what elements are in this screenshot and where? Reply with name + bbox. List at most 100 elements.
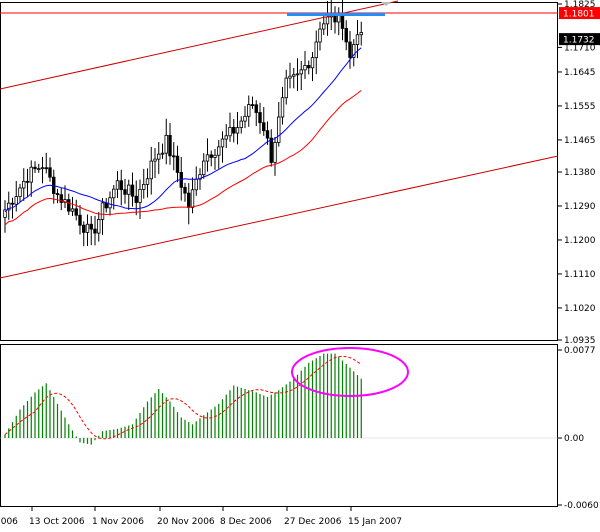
candle-body — [70, 208, 75, 212]
oscillator-tick-label: 0.0077 — [564, 346, 596, 356]
candle-body — [348, 41, 352, 58]
oscillator-tick-label: -0.00601 — [564, 501, 600, 511]
triangle-marker-icon — [381, 2, 391, 6]
price-tick-label: 1.1380 — [564, 168, 596, 178]
candle-body — [235, 127, 240, 134]
candle-body — [37, 168, 41, 171]
price-tick-label: 1.1200 — [564, 236, 596, 246]
candle-body — [198, 174, 202, 180]
candle-body — [22, 180, 26, 189]
candle-body — [18, 187, 22, 198]
price-tick-label: 1.1290 — [564, 202, 596, 212]
price-tick-label: 1.1020 — [564, 304, 596, 314]
candle-body — [224, 135, 228, 140]
candle-body — [108, 197, 112, 209]
candle-body — [175, 155, 180, 173]
candle-body — [190, 189, 195, 208]
candle-body — [183, 186, 187, 194]
candle-body — [318, 28, 322, 43]
candle-body — [130, 184, 135, 197]
candle-body — [250, 104, 255, 106]
candle-body — [202, 160, 206, 176]
candle-body — [232, 126, 236, 134]
price-tick-label: 1.1110 — [564, 270, 596, 280]
candle-body — [115, 180, 120, 190]
candle-body — [100, 202, 105, 220]
candle-body — [7, 202, 11, 211]
candle-body — [123, 189, 127, 195]
candle-body — [344, 28, 348, 43]
candle-body — [55, 193, 60, 196]
price-tick-label: 1.1710 — [564, 43, 596, 53]
candle-body — [284, 77, 288, 99]
candle-body — [314, 41, 318, 59]
candle-body — [59, 194, 63, 203]
price-pane-frame — [0, 2, 558, 341]
candle-body — [303, 65, 307, 71]
candle-body — [85, 223, 90, 233]
candle-body — [355, 34, 360, 45]
candles — [3, 0, 363, 247]
candle-body — [40, 167, 45, 170]
candle-body — [228, 126, 232, 137]
candle-body — [153, 158, 157, 162]
candle-body — [145, 178, 150, 185]
time-tick-label: 8 Dec 2006 — [220, 517, 272, 527]
candle-body — [142, 183, 146, 190]
oscillator-pane — [0, 344, 558, 507]
price-tick-label: 1.1555 — [564, 102, 596, 112]
candle-body — [247, 104, 251, 117]
candle-body — [292, 74, 296, 77]
candle-body — [239, 120, 243, 129]
candle-body — [273, 142, 277, 163]
candle-body — [3, 209, 7, 218]
candle-body — [280, 97, 285, 118]
candle-body — [149, 160, 153, 180]
histogram-bars — [4, 353, 362, 445]
candle-body — [325, 16, 330, 25]
oscillator-tick-label: 0.00 — [564, 434, 584, 444]
candle-body — [209, 154, 213, 158]
candle-body — [138, 189, 142, 203]
price-tick-label: 1.1465 — [564, 136, 596, 146]
candle-body — [262, 122, 266, 132]
candle-body — [33, 166, 37, 170]
candle-body — [48, 167, 52, 178]
candle-body — [93, 228, 97, 234]
candle-body — [157, 153, 161, 160]
candle-body — [10, 202, 15, 205]
candle-body — [78, 214, 82, 226]
time-tick-label: 2006 — [0, 517, 18, 527]
candle-body — [74, 208, 78, 216]
candle-body — [254, 104, 258, 113]
candle-body — [258, 112, 262, 124]
candle-body — [97, 219, 101, 234]
candle-body — [187, 192, 191, 208]
candle-body — [220, 138, 225, 148]
candle-body — [127, 184, 131, 195]
candle-body — [168, 134, 172, 157]
time-tick-label: 20 Nov 2006 — [157, 517, 215, 527]
candle-body — [299, 69, 303, 75]
moving-average-slow-line — [4, 90, 362, 226]
current-price-label: 1.1732 — [563, 36, 595, 46]
candle-body — [82, 224, 86, 233]
candle-body — [322, 23, 326, 30]
time-tick-label: 27 Dec 2006 — [284, 517, 342, 527]
candle-body — [25, 180, 30, 183]
candle-body — [44, 167, 48, 170]
resistance-price-label: 1.1801 — [563, 10, 595, 20]
candle-body — [265, 130, 270, 139]
price-pane — [0, 0, 559, 341]
candle-body — [288, 75, 292, 79]
candle-body — [194, 178, 198, 191]
signal-line — [4, 355, 362, 440]
candle-body — [295, 73, 300, 76]
candle-body — [172, 155, 176, 158]
time-tick-label: 13 Oct 2006 — [29, 517, 85, 527]
candle-body — [269, 137, 273, 163]
current-price-tag — [559, 33, 600, 46]
